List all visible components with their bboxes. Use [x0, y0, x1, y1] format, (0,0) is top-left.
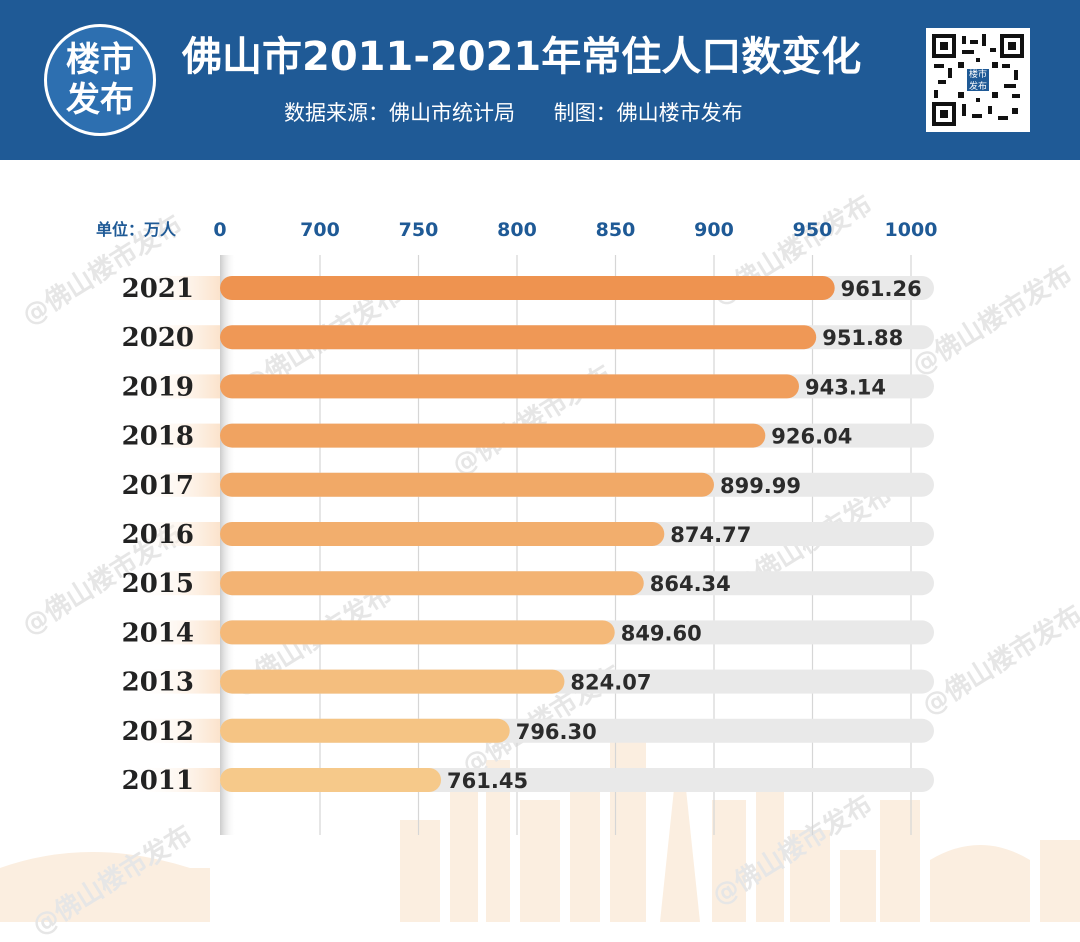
bar — [220, 522, 665, 546]
x-tick-label: 950 — [793, 219, 833, 241]
bar-chart: 0 700 750 800 850 900 950 1000 2021 961.26 2020 951… — [122, 219, 938, 835]
category-label: 2013 — [122, 668, 194, 698]
data-label: 761.45 — [447, 769, 528, 793]
category-label: 2017 — [122, 471, 194, 501]
data-label: 899.99 — [720, 474, 801, 498]
bar — [220, 669, 565, 694]
year-band — [130, 669, 220, 694]
data-label: 943.14 — [805, 375, 886, 399]
bar — [220, 472, 714, 497]
category-label: 2012 — [122, 717, 194, 747]
brand-logo: 楼市 发布 — [44, 24, 156, 136]
category-label: 2020 — [122, 323, 194, 353]
x-tick-label: 0 — [213, 219, 226, 241]
logo-text-line2: 发布 — [66, 80, 134, 120]
qr-pattern — [932, 34, 1024, 126]
data-label: 849.60 — [621, 621, 702, 645]
x-tick-label: 850 — [596, 219, 636, 241]
year-band — [130, 472, 220, 497]
header-banner: 楼市 发布 佛山市2011-2021年常住人口数变化 数据来源：佛山市统计局 制… — [0, 0, 1080, 160]
x-tick-label: 900 — [694, 219, 734, 241]
data-label: 961.26 — [841, 277, 922, 301]
data-source: 数据来源：佛山市统计局 — [284, 101, 515, 125]
category-label: 2014 — [122, 618, 194, 648]
bar — [220, 620, 615, 645]
year-band — [130, 522, 220, 546]
bar — [220, 718, 510, 743]
year-band — [130, 276, 220, 300]
year-band — [130, 325, 220, 350]
category-label: 2018 — [122, 422, 194, 452]
logo-text-line1: 楼市 — [66, 40, 134, 80]
x-tick-label: 750 — [399, 219, 439, 241]
chart-title: 佛山市2011-2021年常住人口数变化 — [182, 34, 862, 80]
year-band — [130, 620, 220, 645]
category-label: 2011 — [122, 766, 194, 796]
data-label: 926.04 — [771, 425, 852, 449]
bar — [220, 325, 817, 350]
bar — [220, 571, 644, 596]
category-label: 2016 — [122, 520, 194, 550]
chart-subtitle: 数据来源：佛山市统计局 制图：佛山楼市发布 — [284, 98, 775, 128]
qr-code-icon: 楼市发布 — [926, 28, 1030, 132]
x-tick-label: 1000 — [885, 219, 938, 241]
bar — [220, 374, 799, 399]
data-label: 951.88 — [822, 326, 903, 350]
category-label: 2019 — [122, 372, 194, 402]
category-label: 2015 — [122, 569, 194, 599]
x-tick-label: 700 — [300, 219, 340, 241]
data-label: 796.30 — [516, 720, 597, 744]
year-band — [130, 718, 220, 743]
made-by: 制图：佛山楼市发布 — [553, 101, 743, 125]
year-band — [130, 571, 220, 596]
data-label: 824.07 — [570, 671, 651, 695]
year-band — [130, 768, 220, 792]
year-band — [130, 374, 220, 399]
bar — [220, 276, 835, 300]
x-tick-label: 800 — [497, 219, 537, 241]
unit-label: 单位：万人 — [96, 220, 177, 239]
data-label: 864.34 — [650, 572, 731, 596]
qr-badge: 楼市发布 — [965, 67, 991, 93]
data-label: 874.77 — [670, 523, 751, 547]
bar — [220, 768, 442, 792]
year-band — [130, 423, 220, 448]
category-label: 2021 — [122, 274, 194, 304]
bar — [220, 423, 766, 448]
